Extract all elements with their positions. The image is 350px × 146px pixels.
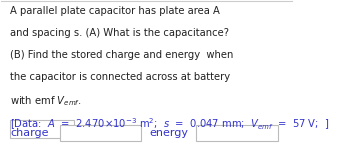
Text: the capacitor is connected across at battery: the capacitor is connected across at bat… <box>10 72 230 82</box>
Text: with emf $V_{emf}$.: with emf $V_{emf}$. <box>10 94 82 108</box>
Text: charge: charge <box>10 128 49 138</box>
Text: [Data:  $A$  =  2.470$\times$10$^{-3}$ m$^2$;  $s$  =  0.047 mm;  $V_{emf}$  =  : [Data: $A$ = 2.470$\times$10$^{-3}$ m$^2… <box>10 117 329 132</box>
FancyBboxPatch shape <box>10 120 74 138</box>
Text: and spacing s. (A) What is the capacitance?: and spacing s. (A) What is the capacitan… <box>10 28 229 38</box>
FancyBboxPatch shape <box>196 125 278 141</box>
FancyBboxPatch shape <box>60 125 141 141</box>
Text: energy: energy <box>150 128 189 138</box>
Text: A parallel plate capacitor has plate area A: A parallel plate capacitor has plate are… <box>10 6 220 16</box>
Text: (B) Find the stored charge and energy  when: (B) Find the stored charge and energy wh… <box>10 50 233 60</box>
